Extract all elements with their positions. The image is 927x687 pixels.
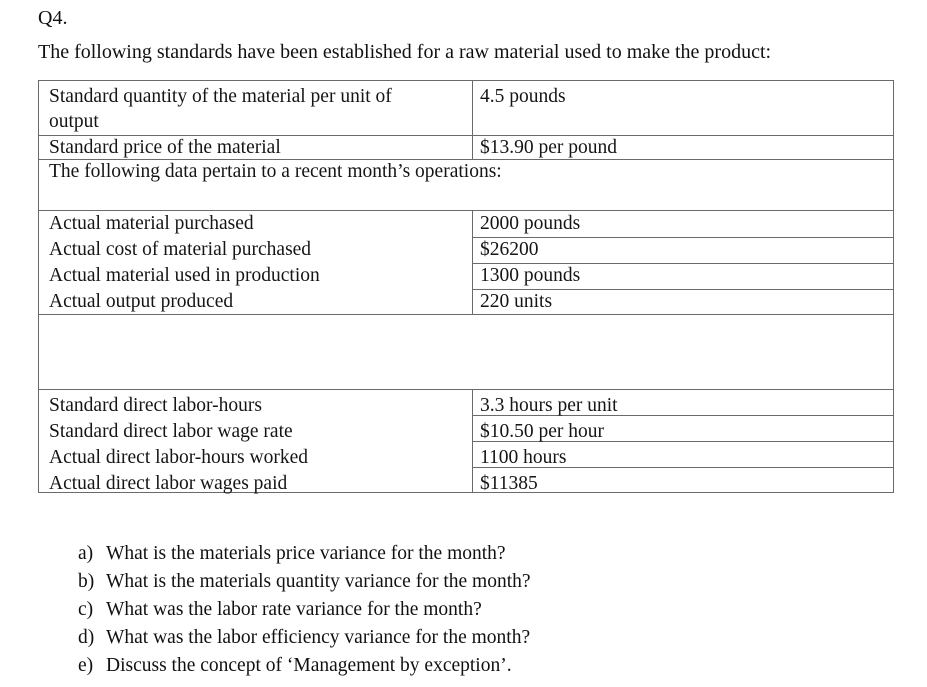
row-divider [472, 415, 894, 416]
column-divider [472, 80, 473, 160]
row-divider [38, 210, 894, 211]
row-divider [472, 263, 894, 264]
std-qty-value: 4.5 pounds [480, 86, 566, 107]
column-divider [472, 389, 473, 493]
table-border-left [38, 80, 39, 493]
table-row-value: 1100 hours [480, 447, 567, 468]
row-divider [38, 135, 894, 136]
row-divider [472, 289, 894, 290]
list-item: e) Discuss the concept of ‘Management by… [78, 652, 531, 680]
list-marker: c) [78, 599, 94, 620]
question-number: Q4. [38, 7, 68, 29]
table-row-label: Standard direct labor wage rate [49, 421, 293, 442]
list-marker: e) [78, 655, 94, 676]
std-qty-label-line1: Standard quantity of the material per un… [49, 86, 392, 107]
table-row-label: Standard direct labor-hours [49, 395, 262, 416]
question-text: What is the materials quantity variance … [106, 571, 531, 592]
row-divider [472, 467, 894, 468]
table-border-bottom [38, 492, 894, 493]
question-text: What was the labor rate variance for the… [106, 599, 482, 620]
table-row-label: Actual direct labor-hours worked [49, 447, 308, 468]
question-text: What was the labor efficiency variance f… [106, 627, 531, 648]
table-row-value: $26200 [480, 239, 539, 260]
question-text: What is the materials price variance for… [106, 543, 506, 564]
following-data-text: The following data pertain to a recent m… [49, 161, 502, 182]
row-divider [38, 159, 894, 160]
data-table: Standard quantity of the material per un… [38, 80, 894, 494]
table-row-label: Actual direct labor wages paid [49, 473, 288, 494]
table-border-top [38, 80, 894, 81]
column-divider [472, 210, 473, 315]
row-divider [472, 237, 894, 238]
table-row-value: $11385 [480, 473, 538, 494]
table-row-label: Actual material purchased [49, 213, 254, 234]
std-qty-label-line2: output [49, 111, 99, 132]
list-item: c) What was the labor rate variance for … [78, 596, 531, 624]
table-row-value: 1300 pounds [480, 265, 581, 286]
table-row-label: Actual material used in production [49, 265, 320, 286]
table-border-right [893, 80, 894, 493]
table-row-value: 2000 pounds [480, 213, 581, 234]
row-divider [38, 314, 894, 315]
list-item: a) What is the materials price variance … [78, 540, 531, 568]
list-marker: a) [78, 543, 94, 564]
intro-text: The following standards have been establ… [38, 41, 772, 63]
table-row-value: 3.3 hours per unit [480, 395, 618, 416]
table-row-label: Actual cost of material purchased [49, 239, 312, 260]
table-row-value: 220 units [480, 291, 553, 312]
std-price-value: $13.90 per pound [480, 137, 618, 158]
list-marker: d) [78, 627, 95, 648]
row-divider [472, 441, 894, 442]
std-price-label: Standard price of the material [49, 137, 281, 158]
question-list: a) What is the materials price variance … [78, 540, 531, 680]
list-item: d) What was the labor efficiency varianc… [78, 624, 531, 652]
table-row-value: $10.50 per hour [480, 421, 605, 442]
question-text: Discuss the concept of ‘Management by ex… [106, 655, 512, 676]
row-divider [38, 389, 894, 390]
list-marker: b) [78, 571, 95, 592]
table-row-label: Actual output produced [49, 291, 234, 312]
list-item: b) What is the materials quantity varian… [78, 568, 531, 596]
